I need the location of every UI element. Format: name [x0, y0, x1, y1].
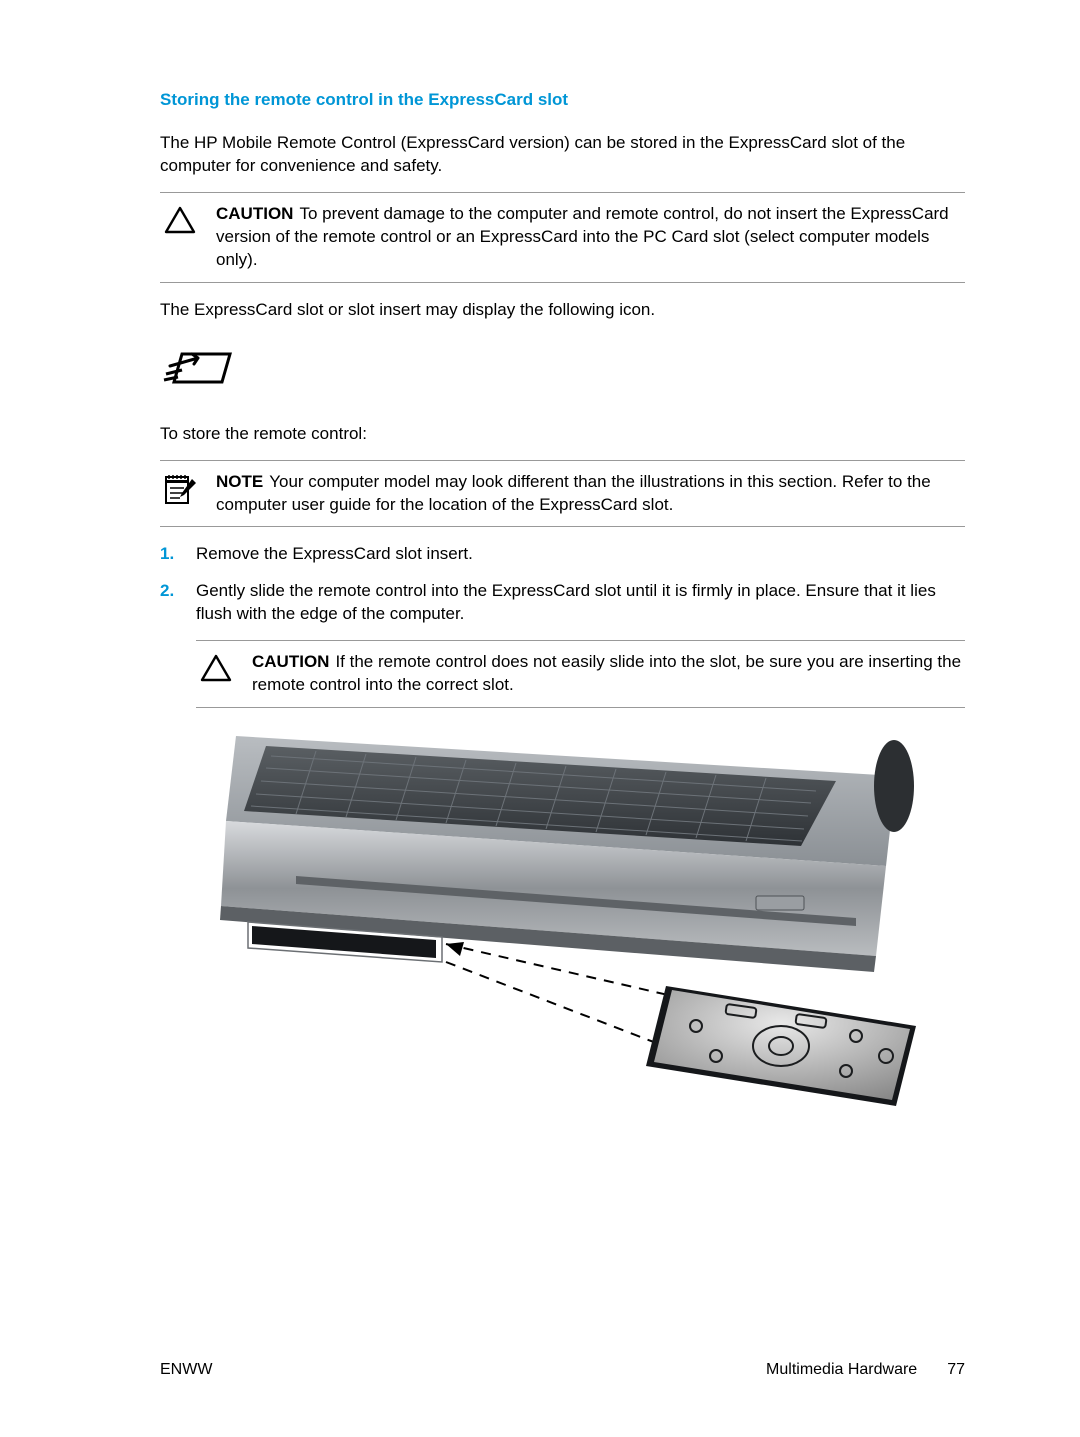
caution-callout-2: CAUTIONIf the remote control does not ea…: [196, 640, 965, 708]
caution-label-1: CAUTION: [216, 204, 293, 223]
section-title: Storing the remote control in the Expres…: [160, 90, 965, 110]
caution-body-2: CAUTIONIf the remote control does not ea…: [252, 651, 965, 697]
note-callout-1: NOTEYour computer model may look differe…: [160, 460, 965, 528]
footer-page-number: 77: [947, 1361, 965, 1379]
note-label-1: NOTE: [216, 472, 263, 491]
caution-body-1: CAUTIONTo prevent damage to the computer…: [216, 203, 965, 272]
steps-list: Remove the ExpressCard slot insert. Gent…: [160, 543, 965, 626]
caution-text-2: If the remote control does not easily sl…: [252, 652, 961, 694]
step-1: Remove the ExpressCard slot insert.: [160, 543, 965, 566]
laptop-illustration: [196, 726, 936, 1126]
icon-sentence: The ExpressCard slot or slot insert may …: [160, 299, 965, 322]
caution-callout-1: CAUTIONTo prevent damage to the computer…: [160, 192, 965, 283]
note-text-1: Your computer model may look different t…: [216, 472, 931, 514]
footer-chapter: Multimedia Hardware: [766, 1361, 917, 1379]
note-icon: [160, 471, 200, 517]
caution-icon-2: [196, 651, 236, 697]
caution-icon: [160, 203, 200, 272]
footer-left: ENWW: [160, 1361, 212, 1379]
caution-label-2: CAUTION: [252, 652, 329, 671]
step-2: Gently slide the remote control into the…: [160, 580, 965, 626]
intro-paragraph: The HP Mobile Remote Control (ExpressCar…: [160, 132, 965, 178]
note-body-1: NOTEYour computer model may look differe…: [216, 471, 965, 517]
store-prompt: To store the remote control:: [160, 423, 965, 446]
expresscard-icon-figure: [160, 340, 965, 401]
caution-text-1: To prevent damage to the computer and re…: [216, 204, 949, 269]
page-footer: ENWW Multimedia Hardware 77: [160, 1361, 965, 1379]
